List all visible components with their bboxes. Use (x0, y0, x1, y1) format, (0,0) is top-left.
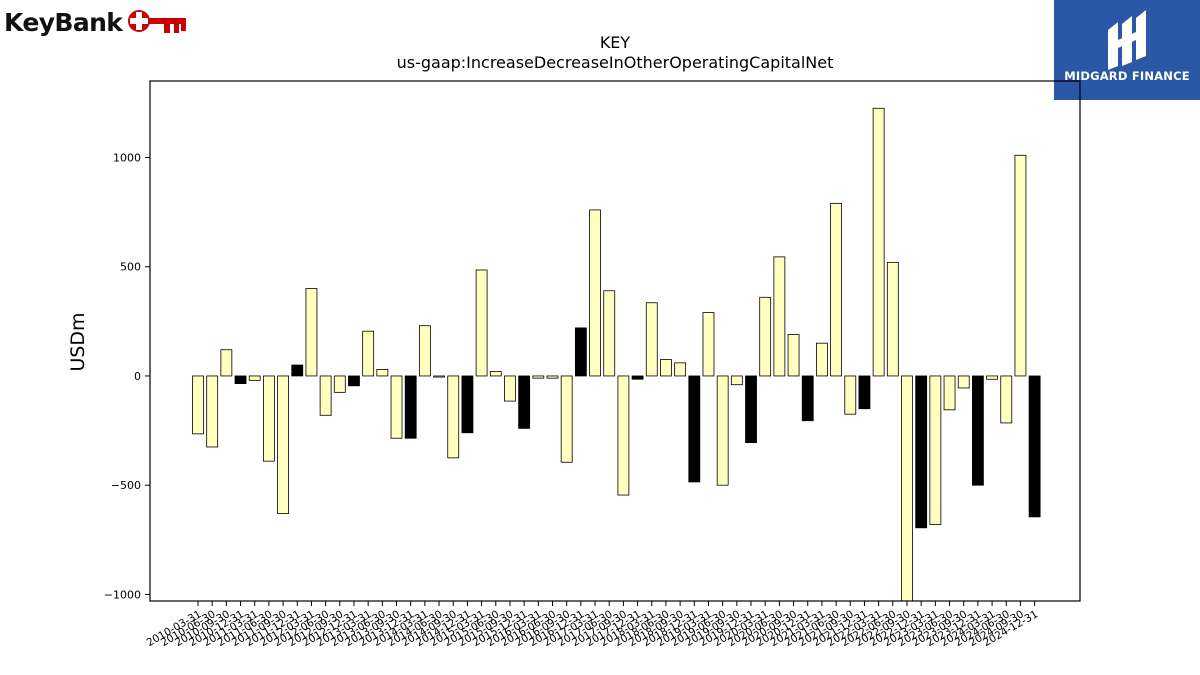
bar-2017-06-30 (603, 290, 616, 377)
bar-2016-06-30 (546, 375, 559, 379)
bar-2018-03-31 (645, 302, 658, 377)
bar-2011-06-30 (262, 375, 275, 462)
bar-2021-09-30 (844, 375, 857, 415)
x-axis: 2010-03-312010-06-302010-09-302010-12-31… (145, 601, 1040, 649)
bar-2019-12-31 (745, 375, 757, 443)
midgard-finance-logo: MIDGARD FINANCE (1054, 0, 1200, 100)
bar-2013-12-31 (404, 375, 417, 439)
keybank-wordmark: KeyBank (4, 7, 123, 37)
bars-group (192, 107, 1041, 602)
bar-2012-03-31 (305, 288, 318, 377)
y-axis-label: USDm (67, 312, 89, 371)
bar-2015-09-30 (504, 375, 516, 402)
y-tick-label: 0 (134, 370, 141, 383)
bar-2023-09-30 (957, 375, 970, 389)
y-tick-label: −500 (111, 479, 141, 492)
bar-2010-09-30 (220, 349, 233, 377)
bar-2021-06-30 (830, 202, 842, 377)
bar-2011-12-31 (291, 364, 304, 377)
bar-2010-03-31 (192, 375, 204, 435)
plot-frame (149, 80, 1081, 602)
y-tick-label: 500 (120, 261, 141, 274)
bar-2024-12-31 (1028, 375, 1041, 518)
bar-2020-03-31 (759, 296, 772, 377)
bar-2018-09-30 (674, 362, 687, 377)
bar-2023-12-31 (972, 375, 984, 486)
bar-2021-12-31 (858, 375, 871, 410)
bar-2015-06-30 (489, 371, 502, 377)
bar-2020-09-30 (787, 334, 800, 377)
y-tick-label: −1000 (104, 588, 141, 601)
bar-2014-06-30 (433, 375, 445, 378)
midgard-emblem-icon (1108, 10, 1146, 70)
y-axis: −1000 −500 0 500 1000 (104, 151, 150, 601)
bar-2017-03-31 (589, 209, 601, 377)
bar-2013-06-30 (376, 368, 389, 377)
bar-2024-03-31 (986, 375, 998, 380)
bar-2014-03-31 (418, 325, 431, 377)
bar-2019-03-31 (702, 312, 715, 377)
bar-2020-12-31 (801, 375, 814, 422)
bar-2016-03-31 (532, 375, 545, 379)
bar-2010-12-31 (234, 375, 247, 385)
bar-2019-09-30 (730, 375, 743, 386)
bar-2021-03-31 (816, 342, 828, 377)
bar-2011-09-30 (277, 375, 289, 515)
bar-2015-12-31 (518, 375, 531, 429)
bar-2022-09-30 (901, 375, 913, 602)
y-tick-label: 1000 (113, 151, 141, 164)
bar-2012-09-30 (333, 375, 346, 393)
bar-2024-06-30 (1000, 375, 1013, 424)
keybank-logo: KeyBank (4, 4, 188, 40)
bar-2019-06-30 (716, 375, 729, 486)
chart-subtitle: us-gaap:IncreaseDecreaseInOtherOperating… (397, 53, 834, 72)
bar-2013-03-31 (362, 330, 375, 377)
bar-2022-06-30 (886, 261, 899, 377)
bar-2016-09-30 (560, 375, 573, 463)
bar-2010-06-30 (206, 375, 219, 448)
bar-2018-12-31 (688, 375, 701, 483)
bar-2022-12-31 (915, 375, 928, 529)
bar-2012-06-30 (319, 375, 332, 416)
bar-2016-12-31 (574, 327, 587, 377)
bar-2014-09-30 (447, 375, 460, 459)
bar-2015-03-31 (475, 269, 488, 377)
bar-2024-09-30 (1014, 154, 1027, 377)
bar-2017-09-30 (617, 375, 630, 496)
bar-2017-12-31 (631, 375, 644, 380)
bar-2020-06-30 (773, 256, 786, 377)
chart-title: KEY (600, 33, 631, 52)
bar-2014-12-31 (461, 375, 474, 434)
bar-2023-06-30 (943, 375, 956, 411)
bar-2011-03-31 (248, 375, 261, 381)
key-icon (128, 10, 187, 33)
bar-2018-06-30 (660, 359, 672, 377)
bar-2012-12-31 (348, 375, 360, 387)
bar-2023-03-31 (929, 375, 942, 525)
bar-2022-03-31 (872, 107, 885, 377)
bar-2013-09-30 (390, 375, 403, 439)
midgard-finance-name: MIDGARD FINANCE (1064, 69, 1190, 83)
